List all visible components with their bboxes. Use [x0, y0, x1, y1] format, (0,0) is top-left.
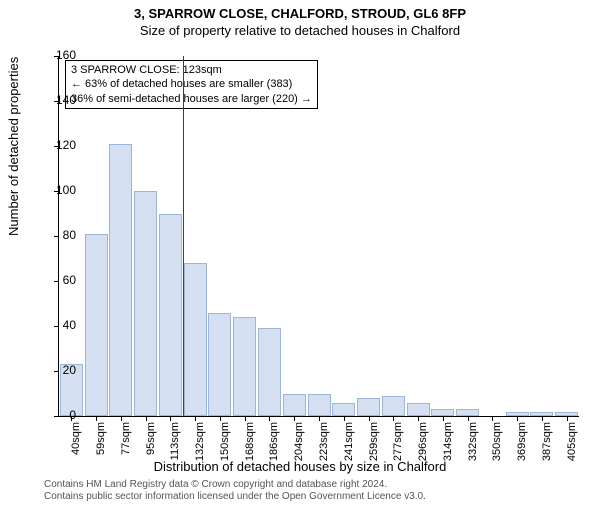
- y-tick-label: 0: [46, 408, 76, 422]
- histogram-bar: [184, 263, 207, 416]
- plot-area: 3 SPARROW CLOSE: 123sqm ← 63% of detache…: [58, 56, 579, 417]
- x-tick-label: 186sqm: [268, 422, 280, 464]
- y-axis-label: Number of detached properties: [6, 57, 21, 236]
- x-tick: [146, 416, 147, 421]
- x-tick: [195, 416, 196, 421]
- histogram-bar: [332, 403, 355, 417]
- license-text: Contains HM Land Registry data © Crown c…: [44, 479, 426, 503]
- histogram-bar: [283, 394, 306, 417]
- license-line2: Contains public sector information licen…: [44, 491, 426, 503]
- chart-title: 3, SPARROW CLOSE, CHALFORD, STROUD, GL6 …: [0, 6, 600, 21]
- x-tick: [220, 416, 221, 421]
- x-tick: [418, 416, 419, 421]
- histogram-bar: [456, 409, 479, 416]
- x-tick-label: 369sqm: [516, 422, 528, 464]
- y-tick-label: 40: [46, 318, 76, 332]
- histogram-bar: [233, 317, 256, 416]
- x-tick: [344, 416, 345, 421]
- x-tick-label: 113sqm: [169, 422, 181, 464]
- x-tick-label: 296sqm: [417, 422, 429, 464]
- annotation-line2: ← 63% of detached houses are smaller (38…: [71, 77, 312, 91]
- x-tick-label: 59sqm: [95, 422, 107, 464]
- histogram-bar: [134, 191, 157, 416]
- x-tick-label: 350sqm: [491, 422, 503, 464]
- x-tick-label: 150sqm: [219, 422, 231, 464]
- x-tick: [492, 416, 493, 421]
- y-tick-label: 100: [46, 183, 76, 197]
- annotation-line1: 3 SPARROW CLOSE: 123sqm: [71, 63, 312, 77]
- x-tick-label: 405sqm: [566, 422, 578, 464]
- x-tick-label: 40sqm: [70, 422, 82, 464]
- x-tick-label: 95sqm: [145, 422, 157, 464]
- x-tick-label: 241sqm: [343, 422, 355, 464]
- x-tick-label: 259sqm: [368, 422, 380, 464]
- x-tick: [443, 416, 444, 421]
- histogram-bar: [357, 398, 380, 416]
- x-tick-label: 223sqm: [318, 422, 330, 464]
- x-tick-label: 168sqm: [244, 422, 256, 464]
- y-tick-label: 20: [46, 363, 76, 377]
- x-tick-label: 314sqm: [442, 422, 454, 464]
- x-tick: [170, 416, 171, 421]
- chart-container: 3, SPARROW CLOSE, CHALFORD, STROUD, GL6 …: [0, 6, 600, 506]
- x-tick: [121, 416, 122, 421]
- x-tick: [96, 416, 97, 421]
- histogram-bar: [109, 144, 132, 416]
- x-tick: [369, 416, 370, 421]
- x-tick-label: 132sqm: [194, 422, 206, 464]
- annotation-line3: 36% of semi-detached houses are larger (…: [71, 92, 312, 106]
- y-tick-label: 160: [46, 48, 76, 62]
- marker-line: [183, 56, 184, 416]
- y-tick-label: 60: [46, 273, 76, 287]
- histogram-bar: [407, 403, 430, 417]
- x-tick-label: 332sqm: [467, 422, 479, 464]
- x-tick: [542, 416, 543, 421]
- y-tick-label: 140: [46, 93, 76, 107]
- x-tick: [517, 416, 518, 421]
- license-line1: Contains HM Land Registry data © Crown c…: [44, 479, 426, 491]
- histogram-bar: [431, 409, 454, 416]
- x-tick-label: 277sqm: [392, 422, 404, 464]
- histogram-bar: [382, 396, 405, 416]
- x-tick: [269, 416, 270, 421]
- y-tick-label: 120: [46, 138, 76, 152]
- histogram-bar: [258, 328, 281, 416]
- x-tick: [294, 416, 295, 421]
- annotation-box: 3 SPARROW CLOSE: 123sqm ← 63% of detache…: [65, 60, 318, 109]
- y-tick-label: 80: [46, 228, 76, 242]
- x-tick: [567, 416, 568, 421]
- x-tick-label: 387sqm: [541, 422, 553, 464]
- histogram-bar: [308, 394, 331, 417]
- x-tick: [393, 416, 394, 421]
- histogram-bar: [159, 214, 182, 417]
- x-tick-label: 204sqm: [293, 422, 305, 464]
- x-tick: [319, 416, 320, 421]
- x-tick-label: 77sqm: [120, 422, 132, 464]
- chart-subtitle: Size of property relative to detached ho…: [0, 23, 600, 38]
- x-tick: [468, 416, 469, 421]
- histogram-bar: [85, 234, 108, 416]
- histogram-bar: [208, 313, 231, 417]
- x-tick: [245, 416, 246, 421]
